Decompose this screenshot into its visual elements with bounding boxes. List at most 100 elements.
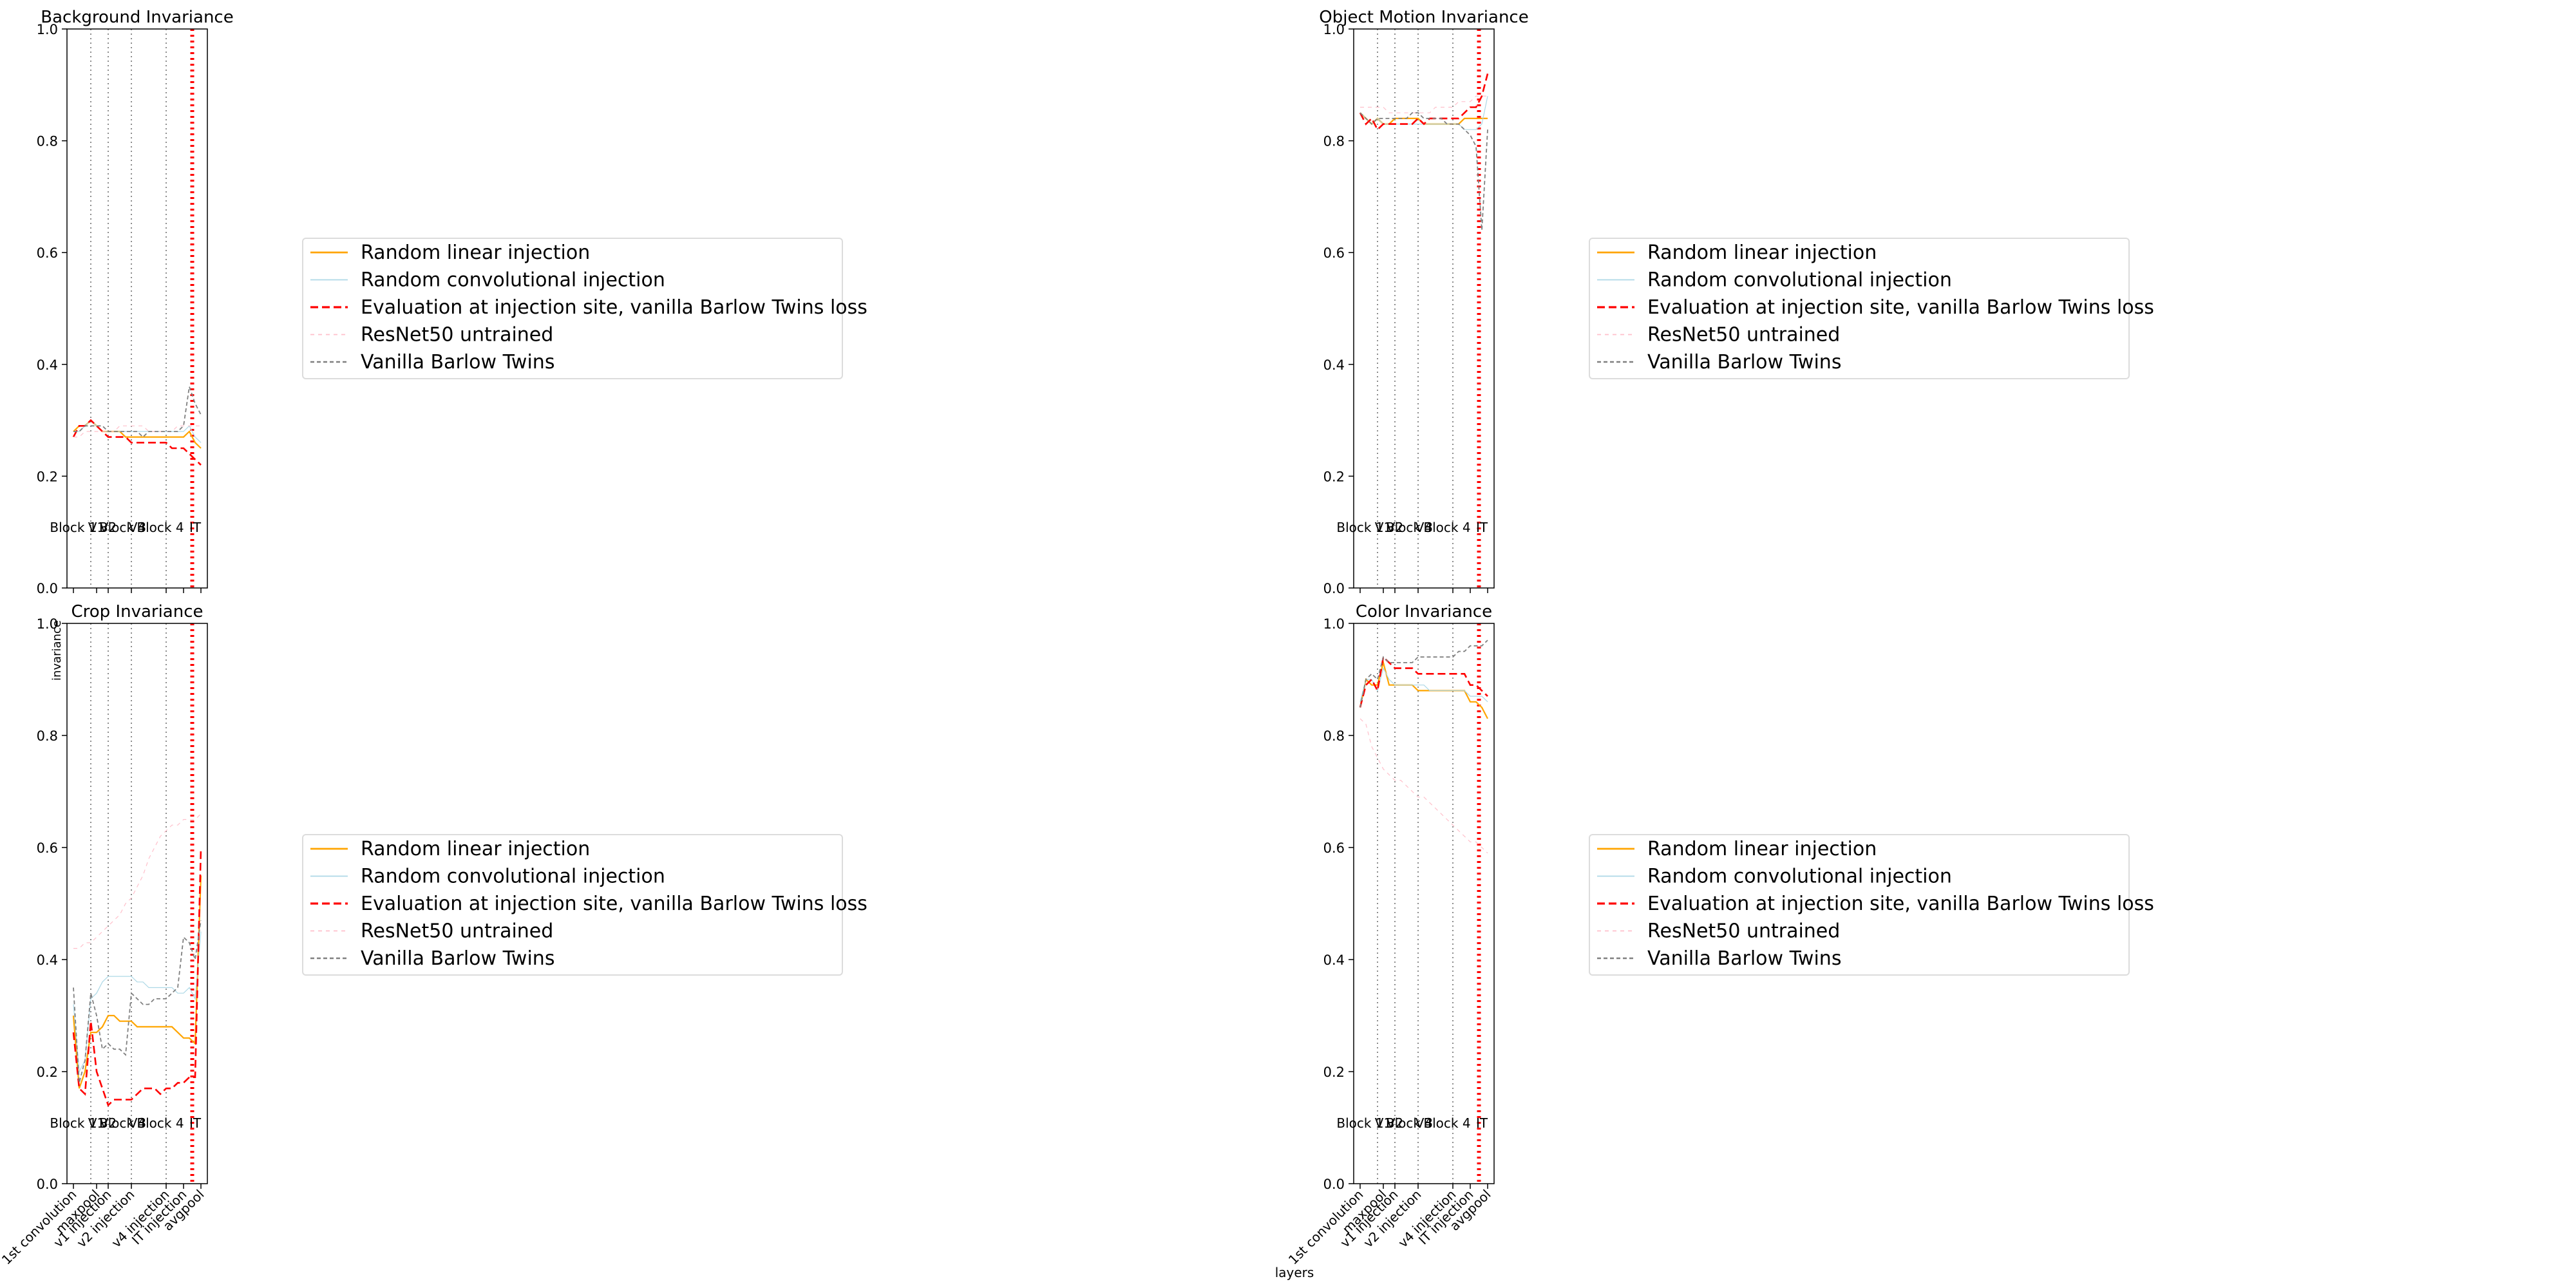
y-tick-label: 1.0 [37, 22, 58, 37]
y-tick-label: 0.8 [37, 728, 58, 744]
legend-label: Random convolutional injection [361, 269, 665, 292]
series-line-4 [73, 813, 202, 949]
stage-label: V4 [1416, 520, 1432, 535]
legend: Random linear injection Random convolutio… [1589, 238, 2154, 379]
stage-label: IT [1476, 1115, 1488, 1131]
series-line-3 [72, 419, 202, 466]
series-line-5 [1359, 112, 1488, 231]
panels: Background Invariance 0.0 0.2 0.4 0.6 0.8 1.0 B… [0, 8, 2154, 1267]
legend-label: Random convolutional injection [361, 866, 665, 888]
stage-label: V1 [88, 1115, 105, 1131]
chart-panel-1: Background Invariance 0.0 0.2 0.4 0.6 0.8 1.0 B… [37, 8, 867, 596]
series-line-5 [73, 386, 202, 438]
series-line-1 [72, 875, 202, 1089]
legend-label: Random convolutional injection [1647, 269, 1952, 292]
stage-label: V1 [1375, 520, 1392, 535]
stage-label: Block 1 [50, 520, 97, 535]
legend: Random linear injection Random convolutio… [302, 238, 867, 379]
axes-frame [66, 28, 208, 589]
stage-label: V4 [129, 1115, 146, 1131]
legend-label: Vanilla Barlow Twins [1647, 351, 1841, 374]
chart-panel-2: Object Motion Invariance 0.0 0.2 0.4 0.6 0.8 1… [1319, 8, 2154, 596]
legend-box [1589, 238, 2130, 379]
y-tick-label: 1.0 [1323, 616, 1345, 632]
legend-label: Evaluation at injection site, vanilla Ba… [361, 296, 867, 319]
legend-label: Evaluation at injection site, vanilla Ba… [1647, 893, 2154, 915]
chart-title: Crop Invariance [71, 602, 203, 621]
y-tick-label: 0.0 [37, 581, 58, 596]
legend-label: ResNet50 untrained [361, 920, 553, 943]
y-tick-label: 0.4 [1323, 357, 1345, 373]
y-tick-label: 0.2 [37, 469, 58, 484]
stage-label: V4 [1416, 1115, 1432, 1131]
y-tick-label: 0.2 [1323, 469, 1345, 484]
y-tick-label: 0.4 [37, 357, 58, 373]
axes-frame [66, 623, 208, 1184]
series-line-2 [1359, 667, 1488, 703]
chart-panel-4: Color Invariance 0.0 0.2 0.4 0.6 0.8 1.0 Block … [1285, 602, 2154, 1267]
stage-label: V1 [1375, 1115, 1392, 1131]
chart-title: Object Motion Invariance [1319, 8, 1528, 27]
stage-label: Block 3 [1386, 1115, 1433, 1131]
figure-x-label: layers [1275, 1265, 1314, 1280]
stage-label: Block 4 [137, 1115, 184, 1131]
stage-label: V2 [100, 1115, 117, 1131]
stage-label: Block 1 [1336, 520, 1383, 535]
stage-label: Block 1 [1336, 1115, 1383, 1131]
stage-label: Block 3 [99, 1115, 146, 1131]
stage-label: Block 4 [137, 520, 184, 535]
y-tick-label: 0.2 [37, 1065, 58, 1080]
series-line-5 [73, 920, 202, 1083]
y-tick-label: 0.0 [1323, 581, 1345, 596]
chart-panel-3: Crop Invariance 0.0 0.2 0.4 0.6 0.8 1.0 Block 1… [0, 602, 867, 1267]
y-tick-label: 1.0 [1323, 22, 1345, 37]
y-tick-label: 0.8 [1323, 728, 1345, 744]
legend-label: Random convolutional injection [1647, 866, 1952, 888]
y-tick-label: 0.8 [1323, 134, 1345, 149]
figure-y-label: invariance [50, 620, 64, 681]
legend-box [302, 834, 843, 976]
legend-label: ResNet50 untrained [1647, 920, 1840, 943]
stage-label: IT [189, 520, 202, 535]
stage-label: IT [189, 1115, 202, 1131]
stage-label: Block 3 [99, 520, 146, 535]
chart-title: Color Invariance [1356, 602, 1492, 621]
series-line-3 [72, 847, 202, 1107]
stage-label: V2 [1387, 520, 1403, 535]
stage-label: Block 1 [50, 1115, 97, 1131]
series-line-2 [73, 931, 202, 1074]
chart-title: Background Invariance [41, 8, 233, 27]
legend-label: Random linear injection [1647, 838, 1877, 860]
y-tick-label: 1.0 [37, 616, 58, 632]
series-line-2 [73, 419, 202, 443]
y-tick-label: 0.6 [37, 245, 58, 261]
legend-label: Evaluation at injection site, vanilla Ba… [1647, 296, 2154, 319]
y-tick-label: 0.0 [1323, 1177, 1345, 1192]
series-line-1 [73, 419, 202, 449]
legend-label: Vanilla Barlow Twins [361, 351, 554, 374]
y-tick-label: 0.6 [1323, 840, 1345, 856]
series-line-3 [1359, 73, 1489, 131]
series-line-4 [1360, 95, 1488, 113]
axes-frame [1353, 28, 1495, 589]
y-tick-label: 0.2 [1323, 1065, 1345, 1080]
legend-box [302, 238, 843, 379]
stage-label: Block 4 [1423, 520, 1470, 535]
legend-label: ResNet50 untrained [1647, 324, 1840, 346]
legend-label: Random linear injection [1647, 242, 1877, 264]
y-tick-label: 0.4 [37, 952, 58, 968]
axes-frame [1353, 623, 1495, 1184]
stage-label: V2 [100, 520, 117, 535]
legend-label: Evaluation at injection site, vanilla Ba… [361, 893, 867, 915]
legend-label: Random linear injection [361, 838, 590, 860]
legend-label: Vanilla Barlow Twins [361, 947, 554, 970]
legend: Random linear injection Random convolutio… [1589, 834, 2154, 976]
legend-label: Vanilla Barlow Twins [1647, 947, 1841, 970]
series-line-4 [1359, 718, 1488, 854]
legend-label: Random linear injection [361, 242, 590, 264]
legend-box [1589, 834, 2130, 976]
stage-label: V2 [1387, 1115, 1403, 1131]
legend: Random linear injection Random convolutio… [302, 834, 867, 976]
y-tick-label: 0.4 [1323, 952, 1345, 968]
